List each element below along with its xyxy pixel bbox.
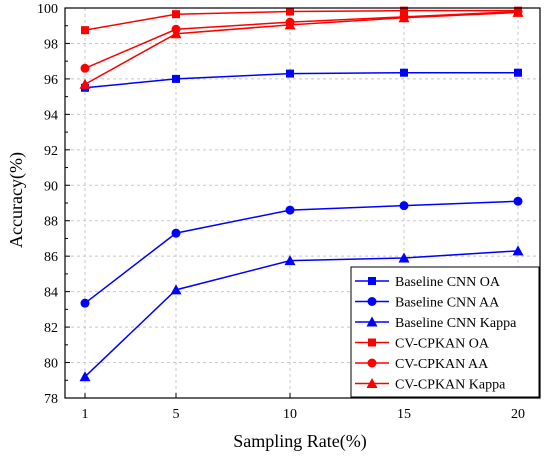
data-point-cv-cpkan-oa: [286, 7, 294, 16]
y-tick-label: 94: [44, 108, 58, 123]
legend: Baseline CNN OA Baseline CNN AA Baseline C…: [350, 266, 540, 398]
series-line-baseline-cnn-oa: [84, 71, 518, 89]
series-layer: [79, 6, 524, 382]
y-tick-label: 92: [44, 144, 58, 159]
legend-label-baseline-cnn-kappa: Baseline CNN Kappa: [395, 316, 517, 331]
legend-marker-cv-cpkan-kappa: [366, 378, 378, 388]
y-tick-label: 100: [37, 2, 58, 17]
data-point-baseline-cnn-aa: [285, 205, 295, 215]
legend-marker-baseline-cnn-oa: [368, 277, 376, 285]
data-point-baseline-cnn-aa: [171, 228, 181, 238]
legend-marker-baseline-cnn-aa: [367, 297, 377, 306]
legend-label-cv-cpkan-oa: CV-CPKAN OA: [395, 337, 490, 352]
legend-label-baseline-cnn-oa: Baseline CNN OA: [395, 275, 501, 290]
data-point-cv-cpkan-kappa: [284, 19, 296, 30]
x-tick-label: 20: [511, 407, 525, 422]
data-point-baseline-cnn-oa: [286, 69, 294, 78]
series-cv-cpkan-aa: [80, 7, 523, 73]
data-point-baseline-cnn-kappa: [79, 371, 91, 382]
data-point-baseline-cnn-oa: [172, 74, 180, 83]
series-baseline-cnn-kappa: [79, 245, 524, 382]
data-point-cv-cpkan-aa: [80, 63, 90, 73]
series-baseline-cnn-aa: [80, 196, 523, 308]
x-axis-title: Sampling Rate(%): [233, 431, 366, 452]
y-tick-label: 90: [44, 179, 58, 194]
data-point-cv-cpkan-kappa: [512, 6, 524, 17]
data-point-cv-cpkan-oa: [81, 26, 89, 35]
x-tick-label: 15: [397, 407, 411, 422]
y-tick-label: 98: [44, 37, 58, 52]
series-baseline-cnn-oa: [81, 68, 522, 92]
y-tick-label: 86: [44, 250, 58, 265]
data-point-baseline-cnn-kappa: [512, 245, 524, 256]
data-point-baseline-cnn-aa: [80, 298, 90, 308]
y-tick-label: 84: [44, 286, 58, 301]
y-tick-label: 88: [44, 215, 58, 230]
legend-label-baseline-cnn-aa: Baseline CNN AA: [395, 296, 500, 311]
y-tick-label: 80: [44, 357, 58, 372]
x-tick-label: 1: [82, 407, 89, 422]
data-point-baseline-cnn-oa: [400, 68, 408, 77]
data-point-baseline-cnn-aa: [399, 201, 409, 211]
series-line-cv-cpkan-aa: [84, 10, 519, 69]
data-point-baseline-cnn-kappa: [284, 255, 296, 266]
y-axis-title: Accuracy(%): [6, 152, 27, 248]
data-point-baseline-cnn-kappa: [170, 284, 182, 295]
x-tick-label: 10: [283, 407, 297, 422]
y-tick-label: 78: [44, 392, 58, 407]
x-tick-label: 5: [173, 407, 180, 422]
legend-marker-baseline-cnn-kappa: [366, 316, 378, 327]
y-tick-label: 82: [44, 321, 58, 336]
data-point-cv-cpkan-kappa: [170, 28, 182, 39]
data-point-cv-cpkan-oa: [172, 10, 180, 19]
series-cv-cpkan-kappa: [79, 6, 524, 89]
series-cv-cpkan-oa: [81, 6, 522, 35]
legend-marker-cv-cpkan-oa: [368, 338, 376, 347]
data-point-baseline-cnn-aa: [513, 196, 523, 206]
legend-label-cv-cpkan-aa: CV-CPKAN AA: [395, 357, 489, 372]
legend-box: [350, 266, 540, 398]
data-point-baseline-cnn-kappa: [398, 252, 410, 263]
data-point-cv-cpkan-kappa: [79, 78, 91, 89]
data-point-baseline-cnn-oa: [514, 68, 522, 77]
y-tick-label: 96: [44, 73, 58, 88]
data-point-cv-cpkan-kappa: [398, 12, 410, 23]
legend-marker-cv-cpkan-aa: [367, 358, 377, 368]
series-line-cv-cpkan-oa: [84, 9, 518, 31]
legend-label-cv-cpkan-kappa: CV-CPKAN Kappa: [395, 378, 506, 393]
data-point-cv-cpkan-oa: [400, 6, 408, 15]
